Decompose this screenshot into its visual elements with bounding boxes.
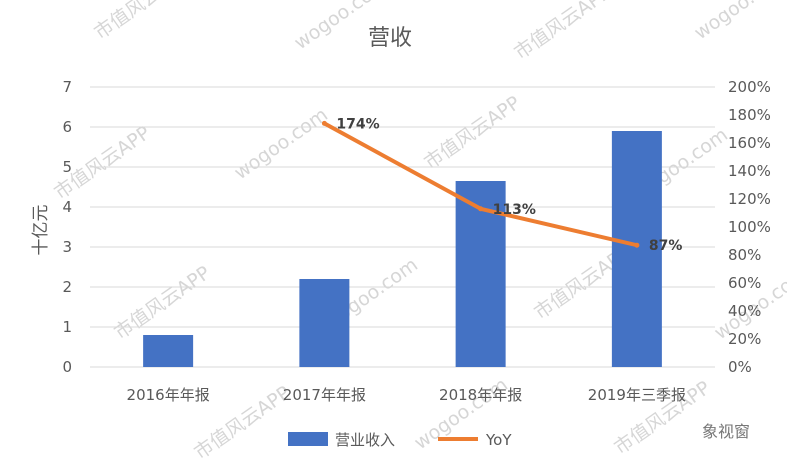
left-tick-label: 6 [62, 118, 72, 136]
right-tick-label: 40% [728, 302, 761, 320]
yoy-data-label: 174% [336, 116, 379, 132]
watermark-text: 市值风云APP [510, 0, 614, 64]
x-tick-label: 2019年三季报 [588, 386, 686, 404]
watermark-text: wogoo.com [690, 0, 787, 44]
left-tick-label: 5 [62, 158, 72, 176]
right-tick-label: 120% [728, 190, 771, 208]
yoy-point [478, 206, 484, 212]
yoy-point [321, 120, 327, 126]
right-tick-label: 100% [728, 218, 771, 236]
corner-watermark-text: 象视窗 [702, 422, 750, 441]
legend-label-revenue: 营业收入 [335, 431, 395, 449]
bar-1 [143, 335, 194, 367]
right-tick-label: 140% [728, 162, 771, 180]
right-tick-label: 160% [728, 134, 771, 152]
right-tick-label: 20% [728, 330, 761, 348]
x-tick-label: 2016年年报 [127, 386, 210, 404]
legend: 营业收入 YoY [288, 431, 512, 449]
x-tick-label: 2018年年报 [439, 386, 522, 404]
left-tick-label: 7 [62, 78, 72, 96]
x-tick-label: 2017年年报 [283, 386, 366, 404]
right-axis-ticks: 0% 20% 40% 60% 80% 100% 120% 140% 160% 180% 200% [728, 78, 771, 376]
corner-watermark: 象视窗 [700, 420, 772, 442]
legend-label-yoy: YoY [485, 431, 512, 449]
yoy-data-label: 113% [493, 202, 536, 218]
watermark-text: 市值风云APP [110, 262, 214, 344]
yoy-data-label: 87% [649, 238, 683, 254]
left-axis-ticks: 0 1 2 3 4 5 6 7 [62, 78, 72, 376]
right-tick-label: 180% [728, 106, 771, 124]
right-tick-label: 0% [728, 358, 752, 376]
y-axis-label: 十亿元 [31, 205, 51, 256]
yoy-point [634, 242, 640, 248]
watermark-text: 市值风云APP [420, 92, 524, 174]
left-tick-label: 3 [62, 238, 72, 256]
left-tick-label: 1 [62, 318, 72, 336]
bar-2 [299, 279, 350, 367]
chart-title: 营收 [368, 26, 412, 51]
left-tick-label: 4 [62, 198, 72, 216]
left-tick-label: 0 [62, 358, 72, 376]
line-series: 174% 113% 87% [321, 116, 683, 254]
right-tick-label: 80% [728, 246, 761, 264]
watermark-text: wogoo.com [230, 104, 332, 184]
right-tick-label: 200% [728, 78, 771, 96]
x-axis-ticks: 2016年年报 2017年年报 2018年年报 2019年三季报 [127, 386, 686, 404]
right-tick-label: 60% [728, 274, 761, 292]
watermark-text: 市值风云APP [90, 0, 194, 44]
left-tick-label: 2 [62, 278, 72, 296]
legend-swatch-revenue [288, 432, 328, 446]
bar-4 [611, 131, 662, 367]
